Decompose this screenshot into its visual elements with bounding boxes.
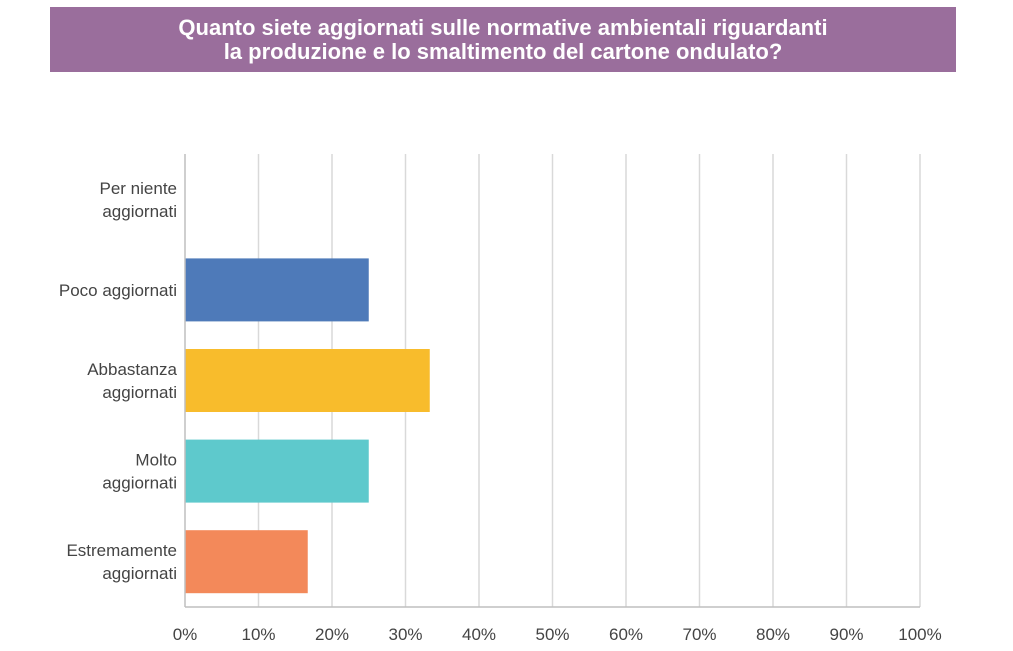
x-tick-labels: 0% 10% 20% 30% 40% 50% 60% 70% 80% 90% 100%: [173, 625, 942, 644]
axes: [184, 154, 920, 608]
x-tick-label: 40%: [462, 625, 496, 644]
chart-title-line-2: la produzione e lo smaltimento del carto…: [223, 38, 783, 64]
category-label: Poco aggiornati: [59, 281, 177, 300]
chart-title-line-1: Quanto siete aggiornati sulle normative …: [178, 14, 828, 40]
x-tick-label: 10%: [241, 625, 275, 644]
chart-title-banner: Quanto siete aggiornati sulle normative …: [50, 7, 956, 72]
bar: [185, 258, 369, 322]
category-label: Abbastanza aggiornati: [87, 360, 177, 402]
x-tick-label: 50%: [535, 625, 569, 644]
x-tick-label: 90%: [829, 625, 863, 644]
x-tick-label: 80%: [756, 625, 790, 644]
bars: [185, 258, 430, 594]
x-tick-label: 20%: [315, 625, 349, 644]
gridlines: [257, 154, 921, 607]
category-label: Per niente aggiornati: [100, 179, 178, 221]
bar: [185, 530, 308, 594]
bar: [185, 349, 430, 412]
bar: [185, 439, 369, 503]
x-tick-label: 0%: [173, 625, 198, 644]
x-tick-label: 60%: [609, 625, 643, 644]
category-label: Estremamente aggiornati: [66, 541, 177, 583]
category-label: Molto aggiornati: [102, 451, 177, 493]
x-tick-label: 30%: [388, 625, 422, 644]
x-tick-label: 70%: [682, 625, 716, 644]
x-tick-label: 100%: [898, 625, 941, 644]
category-labels: Per niente aggiornati Poco aggiornati Abbas…: [59, 179, 178, 583]
